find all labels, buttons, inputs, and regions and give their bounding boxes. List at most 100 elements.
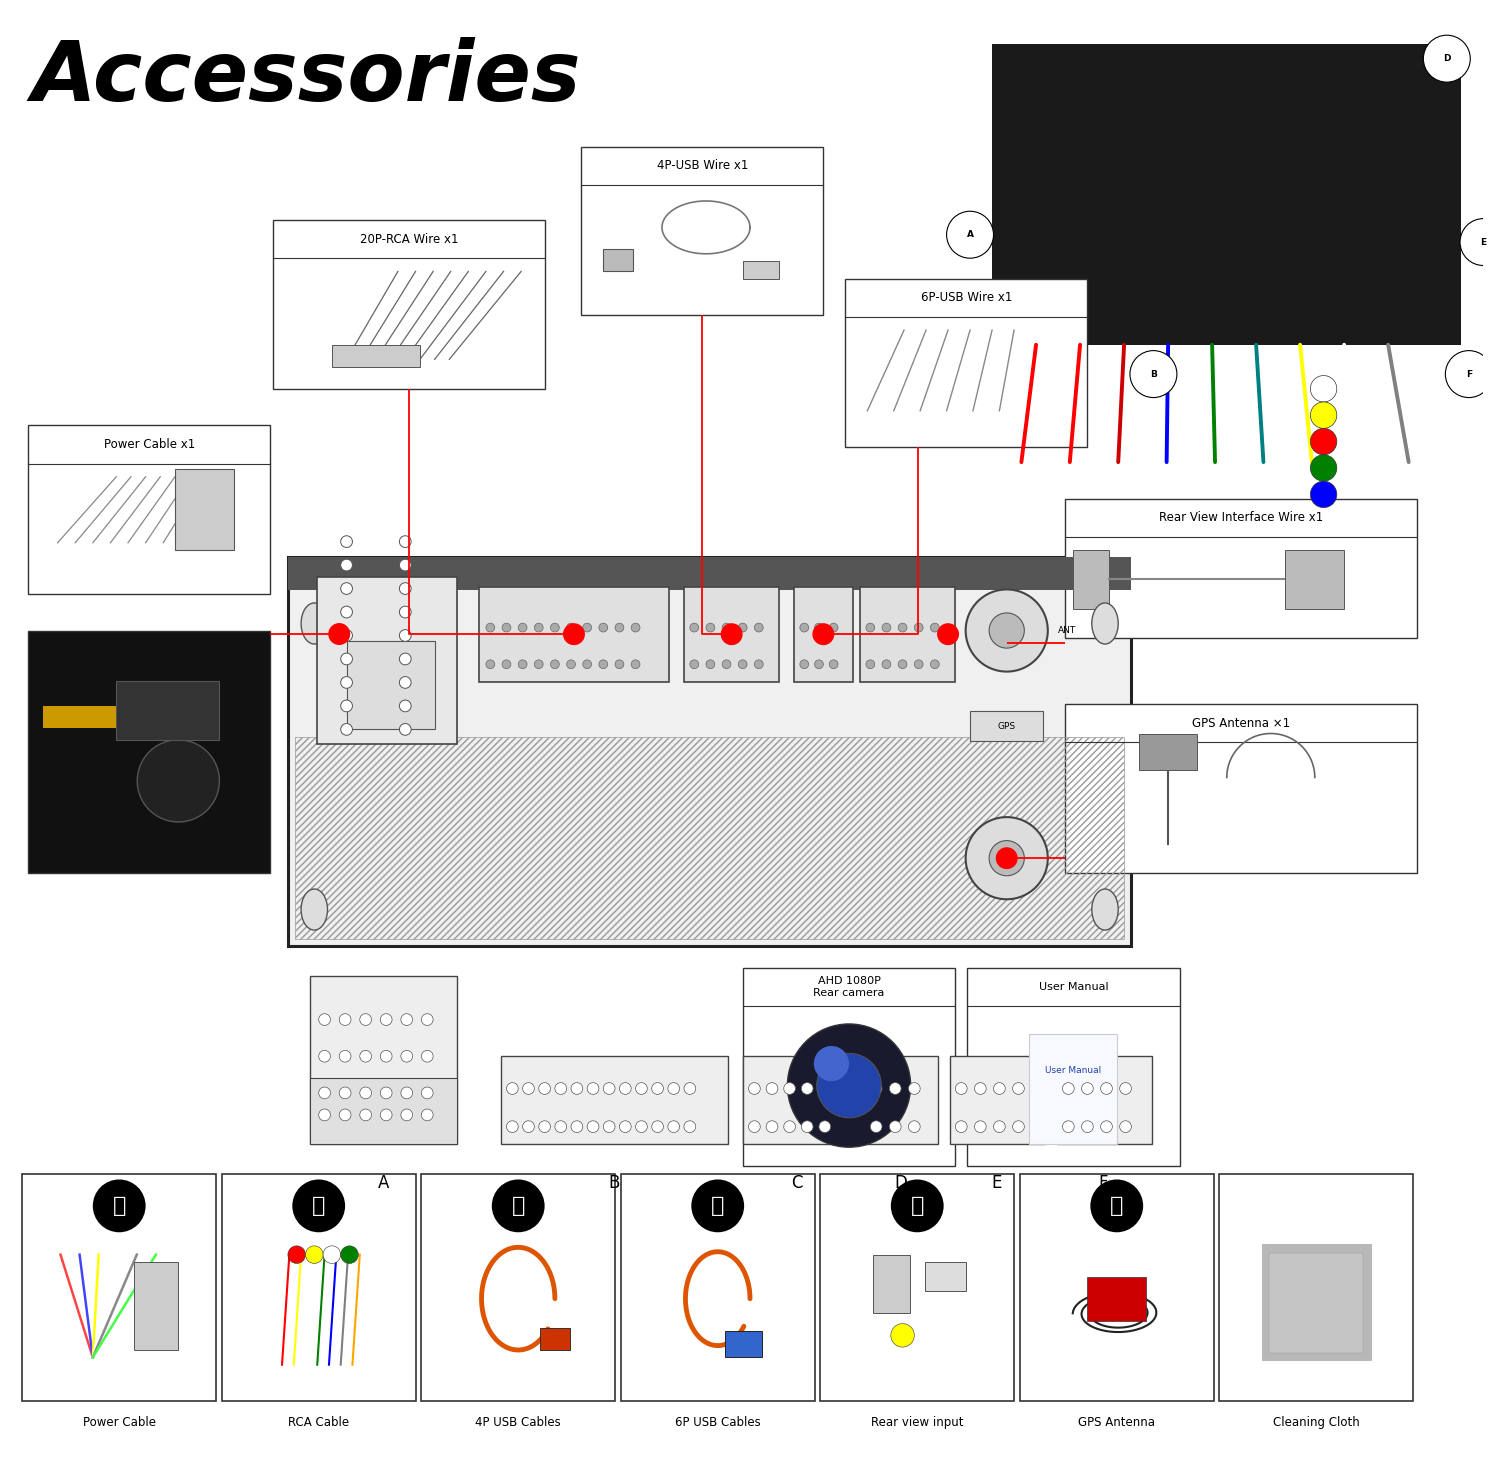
Circle shape (816, 1053, 882, 1118)
Circle shape (381, 1109, 392, 1121)
Circle shape (1090, 1179, 1143, 1232)
FancyBboxPatch shape (992, 44, 1461, 345)
Circle shape (966, 817, 1048, 899)
Circle shape (830, 660, 839, 669)
Circle shape (507, 1121, 518, 1133)
Circle shape (399, 676, 411, 688)
Circle shape (1119, 1121, 1131, 1133)
Circle shape (340, 535, 352, 547)
FancyBboxPatch shape (859, 587, 956, 682)
Circle shape (706, 660, 716, 669)
Text: A: A (966, 230, 974, 239)
Circle shape (292, 1179, 345, 1232)
FancyBboxPatch shape (346, 641, 435, 729)
Circle shape (956, 1083, 968, 1094)
Circle shape (815, 623, 824, 632)
Circle shape (381, 1050, 392, 1062)
Text: User Manual: User Manual (1046, 1067, 1101, 1075)
Text: GPS Antenna: GPS Antenna (1078, 1416, 1155, 1429)
Circle shape (830, 623, 839, 632)
Circle shape (636, 1083, 648, 1094)
FancyBboxPatch shape (724, 1331, 762, 1357)
Text: ANT: ANT (1058, 626, 1077, 635)
Circle shape (340, 1245, 358, 1263)
Circle shape (891, 1323, 915, 1347)
Text: Rear view input: Rear view input (871, 1416, 963, 1429)
Circle shape (993, 1083, 1005, 1094)
Circle shape (1311, 402, 1336, 428)
Circle shape (996, 848, 1017, 868)
FancyBboxPatch shape (1065, 704, 1418, 873)
Ellipse shape (302, 889, 327, 930)
FancyBboxPatch shape (1269, 1253, 1364, 1353)
FancyBboxPatch shape (422, 1174, 615, 1401)
Circle shape (993, 1121, 1005, 1133)
Text: AHD 1080P
Rear camera: AHD 1080P Rear camera (813, 977, 885, 998)
Circle shape (956, 1121, 968, 1133)
Text: E: E (1480, 238, 1486, 246)
FancyBboxPatch shape (970, 711, 1044, 741)
Circle shape (1424, 35, 1470, 82)
Circle shape (632, 660, 640, 669)
Circle shape (966, 590, 1048, 672)
Circle shape (788, 1024, 910, 1147)
FancyBboxPatch shape (273, 220, 544, 389)
Circle shape (399, 700, 411, 711)
Circle shape (1101, 1083, 1113, 1094)
Circle shape (422, 1109, 434, 1121)
Circle shape (865, 660, 874, 669)
Text: Ⓕ: Ⓕ (1110, 1196, 1124, 1216)
Circle shape (399, 535, 411, 547)
Circle shape (598, 660, 608, 669)
Text: E: E (992, 1174, 1002, 1191)
Circle shape (690, 623, 699, 632)
Text: GPS Antenna ×1: GPS Antenna ×1 (1192, 717, 1290, 729)
FancyBboxPatch shape (540, 1328, 570, 1350)
Text: D: D (894, 1174, 908, 1191)
Circle shape (400, 1087, 412, 1099)
Circle shape (946, 211, 993, 258)
Circle shape (340, 700, 352, 711)
Circle shape (538, 1121, 550, 1133)
Circle shape (339, 1087, 351, 1099)
Circle shape (748, 1083, 760, 1094)
Circle shape (1082, 1083, 1094, 1094)
Circle shape (815, 1046, 849, 1081)
Text: Power Cable: Power Cable (82, 1416, 156, 1429)
FancyBboxPatch shape (1262, 1244, 1371, 1360)
Circle shape (882, 623, 891, 632)
FancyBboxPatch shape (134, 1262, 178, 1350)
Circle shape (870, 1083, 882, 1094)
Circle shape (615, 660, 624, 669)
FancyBboxPatch shape (1020, 1174, 1214, 1401)
Circle shape (800, 623, 808, 632)
Circle shape (567, 660, 576, 669)
FancyBboxPatch shape (684, 587, 780, 682)
Circle shape (288, 1245, 306, 1263)
Text: Ⓒ: Ⓒ (512, 1196, 525, 1216)
Ellipse shape (1092, 603, 1118, 644)
Circle shape (328, 623, 350, 644)
FancyBboxPatch shape (968, 968, 1180, 1166)
Circle shape (503, 623, 512, 632)
Circle shape (564, 623, 584, 644)
Circle shape (381, 1087, 392, 1099)
Circle shape (722, 623, 730, 632)
Circle shape (915, 623, 922, 632)
Circle shape (882, 660, 891, 669)
Text: 6P-USB Wire x1: 6P-USB Wire x1 (921, 292, 1013, 304)
Circle shape (783, 1083, 795, 1094)
FancyBboxPatch shape (1138, 734, 1197, 770)
Circle shape (422, 1087, 434, 1099)
Circle shape (340, 653, 352, 665)
Text: User Manual: User Manual (1038, 983, 1108, 992)
Circle shape (572, 1121, 584, 1133)
Ellipse shape (1092, 889, 1118, 930)
Circle shape (584, 623, 591, 632)
Circle shape (1311, 455, 1336, 481)
Circle shape (684, 1121, 696, 1133)
Text: A: A (378, 1174, 388, 1191)
Circle shape (603, 1121, 615, 1133)
Circle shape (668, 1121, 680, 1133)
Circle shape (988, 841, 1024, 876)
